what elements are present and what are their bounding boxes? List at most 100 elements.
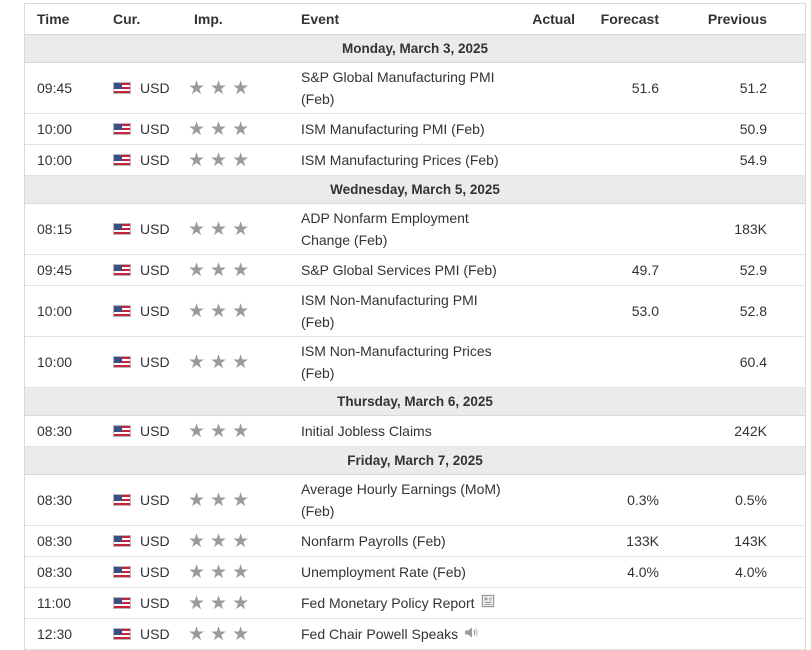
- event-name[interactable]: Average Hourly Earnings (MoM) (Feb): [289, 478, 517, 522]
- event-name[interactable]: Nonfarm Payrolls (Feb): [289, 530, 517, 552]
- star-icon: ★: [210, 258, 228, 281]
- event-name-line2: (Feb): [301, 91, 335, 107]
- event-forecast: 4.0%: [627, 564, 659, 580]
- star-icon: ★: [232, 529, 250, 552]
- table-row[interactable]: 08:30 USD ★ ★ ★ Unemployment Rate (Feb) 4.0% 4.…: [25, 557, 805, 588]
- event-name-text[interactable]: Average Hourly Earnings (MoM) (Feb): [301, 478, 501, 522]
- importance-stars: ★ ★ ★: [182, 488, 289, 511]
- table-row[interactable]: 09:45 USD ★ ★ ★ S&P Global Services PMI (Feb)…: [25, 255, 805, 286]
- event-previous: 51.2: [739, 80, 767, 96]
- column-header-previous[interactable]: Previous: [707, 11, 767, 27]
- table-row[interactable]: 08:30 USD ★ ★ ★ Average Hourly Earnings (MoM)…: [25, 475, 805, 526]
- table-row[interactable]: 08:30 USD ★ ★ ★ Nonfarm Payrolls (Feb) 133K 143…: [25, 526, 805, 557]
- event-previous: 242K: [734, 423, 767, 439]
- event-name-text[interactable]: ISM Non-Manufacturing PMI (Feb): [301, 289, 478, 333]
- event-name-text[interactable]: ISM Manufacturing PMI (Feb): [301, 118, 485, 140]
- event-name-text[interactable]: ISM Non-Manufacturing Prices (Feb): [301, 340, 492, 384]
- currency-code: USD: [140, 262, 170, 278]
- table-row[interactable]: 10:00 USD ★ ★ ★ ISM Manufacturing Prices (Feb…: [25, 145, 805, 176]
- event-name[interactable]: ISM Non-Manufacturing Prices (Feb): [289, 340, 517, 384]
- event-name-line1: ADP Nonfarm Employment: [301, 210, 469, 226]
- importance-stars: ★ ★ ★: [182, 76, 289, 99]
- star-icon: ★: [188, 299, 206, 322]
- table-row[interactable]: 10:00 USD ★ ★ ★ ISM Manufacturing PMI (Feb) 50…: [25, 114, 805, 145]
- star-icon: ★: [188, 258, 206, 281]
- event-name[interactable]: ISM Manufacturing PMI (Feb): [289, 118, 517, 140]
- event-previous: 52.8: [739, 303, 767, 319]
- event-name[interactable]: S&P Global Services PMI (Feb): [289, 259, 517, 281]
- table-header: Time Cur. Imp. Event Actual Forecast Pre…: [25, 4, 805, 35]
- us-flag-icon: [113, 264, 131, 276]
- column-header-importance[interactable]: Imp.: [194, 11, 223, 27]
- table-row[interactable]: 12:30 USD ★ ★ ★ Fed Chair Powell Speaks: [25, 619, 805, 650]
- event-name-line1: S&P Global Services PMI (Feb): [301, 262, 497, 278]
- us-flag-icon: [113, 535, 131, 547]
- star-icon: ★: [188, 419, 206, 442]
- us-flag-icon: [113, 223, 131, 235]
- event-name[interactable]: ISM Manufacturing Prices (Feb): [289, 149, 517, 171]
- star-icon: ★: [188, 117, 206, 140]
- event-name-text[interactable]: S&P Global Services PMI (Feb): [301, 259, 497, 281]
- day-header: Wednesday, March 5, 2025: [25, 176, 805, 204]
- event-currency: USD: [103, 303, 182, 319]
- event-name[interactable]: Fed Chair Powell Speaks: [289, 623, 517, 645]
- table-row[interactable]: 10:00 USD ★ ★ ★ ISM Non-Manufacturing PMI (Feb…: [25, 286, 805, 337]
- event-previous: 183K: [734, 221, 767, 237]
- us-flag-icon: [113, 628, 131, 640]
- event-time: 08:30: [37, 533, 73, 549]
- star-icon: ★: [210, 560, 228, 583]
- event-name-text[interactable]: S&P Global Manufacturing PMI (Feb): [301, 66, 495, 110]
- event-name-line1: ISM Non-Manufacturing Prices: [301, 343, 492, 359]
- event-name-line1: Fed Chair Powell Speaks: [301, 626, 459, 642]
- star-icon: ★: [188, 148, 206, 171]
- table-row[interactable]: 09:45 USD ★ ★ ★ S&P Global Manufacturing PMI(…: [25, 63, 805, 114]
- event-previous: 54.9: [739, 152, 767, 168]
- star-icon: ★: [188, 488, 206, 511]
- column-header-actual[interactable]: Actual: [532, 11, 575, 27]
- column-header-event[interactable]: Event: [301, 11, 340, 27]
- event-name-text[interactable]: Nonfarm Payrolls (Feb): [301, 530, 446, 552]
- star-icon: ★: [232, 148, 250, 171]
- event-name-text[interactable]: ADP Nonfarm Employment Change (Feb): [301, 207, 469, 251]
- event-time: 09:45: [37, 262, 73, 278]
- table-row[interactable]: 08:30 USD ★ ★ ★ Initial Jobless Claims 242K: [25, 416, 805, 447]
- table-row[interactable]: 10:00 USD ★ ★ ★ ISM Non-Manufacturing Prices(…: [25, 337, 805, 388]
- table-row[interactable]: 11:00 USD ★ ★ ★ Fed Monetary Policy Report: [25, 588, 805, 619]
- column-header-currency[interactable]: Cur.: [113, 11, 141, 27]
- event-name-text[interactable]: Fed Monetary Policy Report: [301, 592, 475, 614]
- event-name[interactable]: ISM Non-Manufacturing PMI (Feb): [289, 289, 517, 333]
- column-header-time[interactable]: Time: [37, 11, 70, 27]
- speaker-icon[interactable]: [464, 623, 479, 645]
- event-name-text[interactable]: ISM Manufacturing Prices (Feb): [301, 149, 499, 171]
- importance-stars: ★ ★ ★: [182, 148, 289, 171]
- importance-stars: ★ ★ ★: [182, 591, 289, 614]
- importance-stars: ★ ★ ★: [182, 560, 289, 583]
- star-icon: ★: [232, 622, 250, 645]
- currency-code: USD: [140, 121, 170, 137]
- star-icon: ★: [232, 419, 250, 442]
- star-icon: ★: [188, 76, 206, 99]
- event-time: 10:00: [37, 152, 73, 168]
- event-name[interactable]: Unemployment Rate (Feb): [289, 561, 517, 583]
- event-name-line1: ISM Non-Manufacturing PMI: [301, 292, 478, 308]
- event-name-line1: Initial Jobless Claims: [301, 423, 432, 439]
- document-icon[interactable]: [481, 592, 495, 614]
- us-flag-icon: [113, 82, 131, 94]
- event-name-text[interactable]: Initial Jobless Claims: [301, 420, 432, 442]
- event-name[interactable]: S&P Global Manufacturing PMI (Feb): [289, 66, 517, 110]
- event-name-text[interactable]: Fed Chair Powell Speaks: [301, 623, 458, 645]
- event-name-line1: S&P Global Manufacturing PMI: [301, 69, 495, 85]
- event-name[interactable]: Initial Jobless Claims: [289, 420, 517, 442]
- star-icon: ★: [232, 591, 250, 614]
- importance-stars: ★ ★ ★: [182, 258, 289, 281]
- event-currency: USD: [103, 152, 182, 168]
- star-icon: ★: [210, 622, 228, 645]
- event-name[interactable]: ADP Nonfarm Employment Change (Feb): [289, 207, 517, 251]
- column-header-forecast[interactable]: Forecast: [600, 11, 659, 27]
- currency-code: USD: [140, 595, 170, 611]
- event-name-text[interactable]: Unemployment Rate (Feb): [301, 561, 466, 583]
- table-row[interactable]: 08:15 USD ★ ★ ★ ADP Nonfarm Employment Change …: [25, 204, 805, 255]
- importance-stars: ★ ★ ★: [182, 352, 289, 372]
- event-name[interactable]: Fed Monetary Policy Report: [289, 592, 517, 614]
- star-icon: ★: [210, 148, 228, 171]
